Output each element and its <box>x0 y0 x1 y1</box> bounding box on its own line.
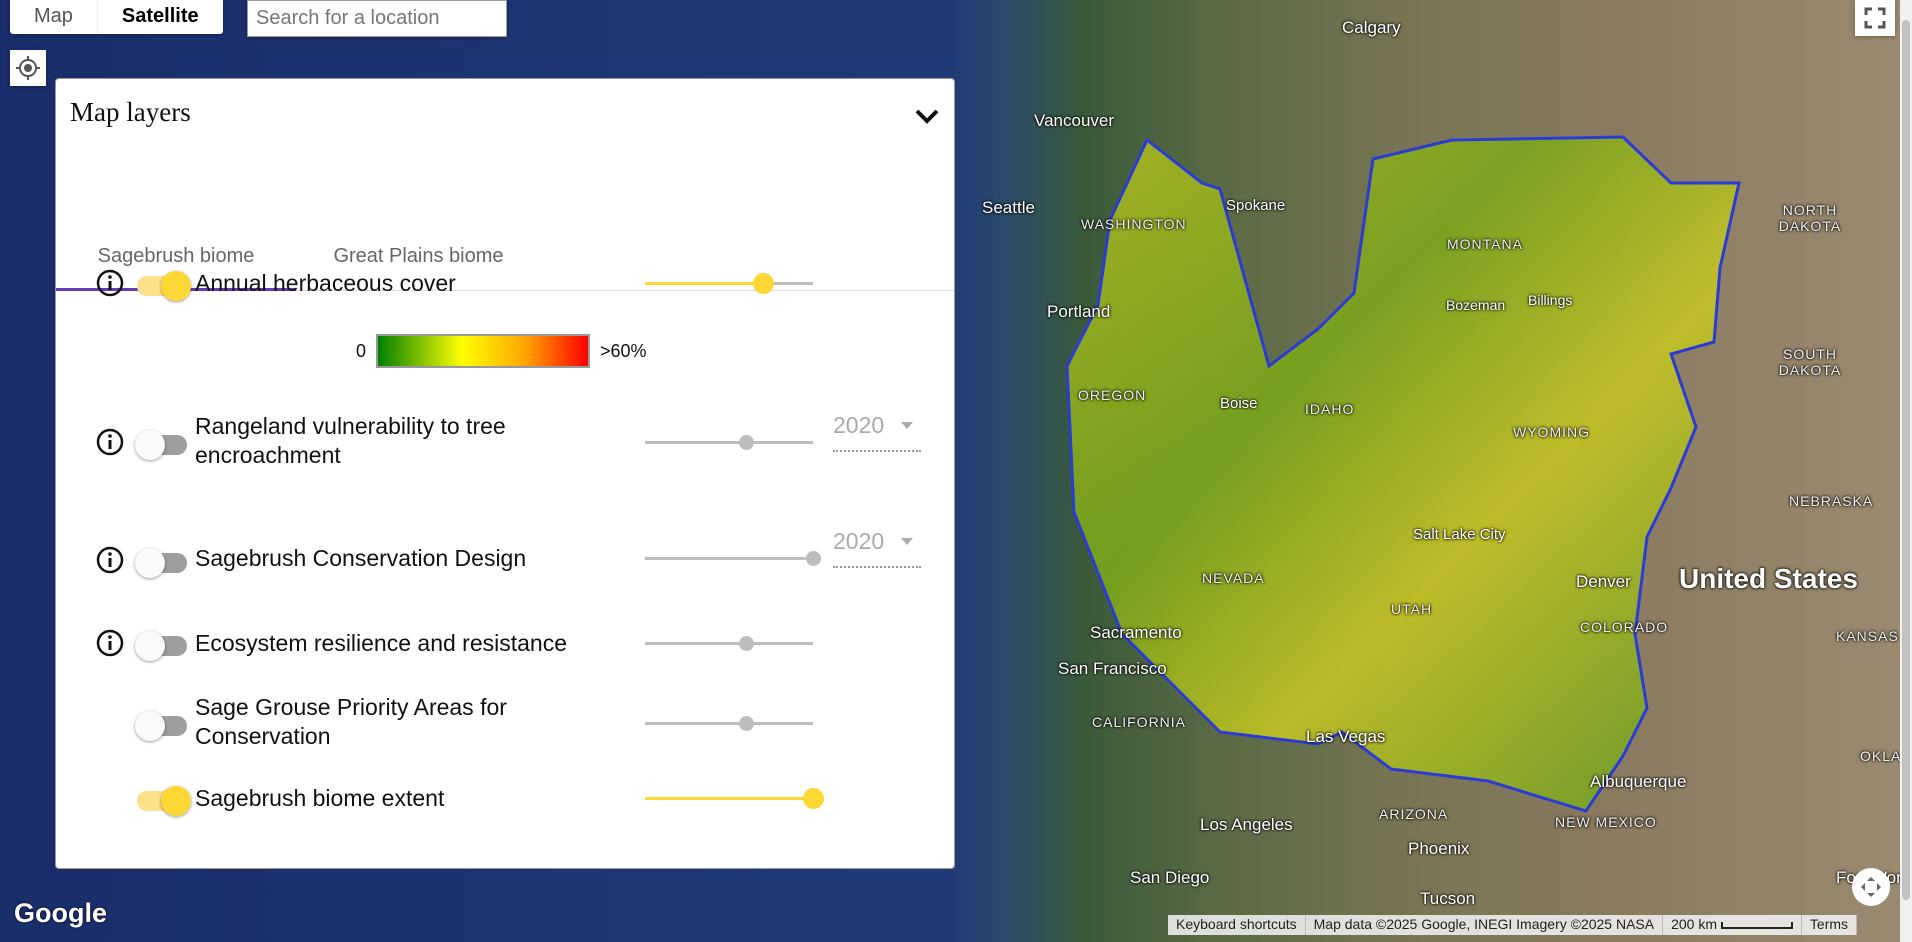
terms-link[interactable]: Terms <box>1801 915 1858 935</box>
year-dropdown[interactable]: 2020 <box>833 412 921 452</box>
move-arrows-icon <box>1861 877 1881 897</box>
legend-min: 0 <box>356 340 367 361</box>
herbaceous-cover-legend: 0 >60% <box>356 334 647 368</box>
city-label: San Diego <box>1130 868 1210 887</box>
state-label: NEBRASKA <box>1789 493 1874 509</box>
legend-gradient-bar <box>376 334 591 368</box>
my-location-button[interactable] <box>10 50 46 86</box>
opacity-slider[interactable] <box>645 273 813 294</box>
opacity-slider[interactable] <box>645 633 813 653</box>
city-label: Portland <box>1047 302 1111 321</box>
city-label: Seattle <box>982 198 1035 217</box>
scale-bar[interactable]: 200 km <box>1663 915 1802 935</box>
city-label: Bozeman <box>1446 297 1506 313</box>
map-data-attribution: Map data ©2025 Google, INEGI Imagery ©20… <box>1305 915 1664 935</box>
info-icon[interactable] <box>96 269 124 297</box>
info-icon[interactable] <box>96 428 124 456</box>
city-label: San Francisco <box>1058 659 1167 678</box>
state-label: WYOMING <box>1513 424 1590 440</box>
layer-toggle[interactable] <box>135 709 190 741</box>
city-label: Calgary <box>1342 18 1401 37</box>
map-type-control: Map Satellite <box>10 0 223 34</box>
state-label: SOUTH DAKOTA <box>1778 346 1842 378</box>
scale-label: 200 km <box>1671 916 1718 932</box>
city-label: Denver <box>1576 572 1631 591</box>
map-type-map-button[interactable]: Map <box>34 5 73 27</box>
scrollbar-thumb[interactable] <box>1902 20 1910 900</box>
city-label: Boise <box>1220 395 1258 412</box>
crosshair-icon <box>16 56 40 80</box>
location-search-input[interactable] <box>247 0 507 37</box>
state-label: NEW MEXICO <box>1555 814 1657 830</box>
city-label: Salt Lake City <box>1413 526 1506 543</box>
info-icon[interactable] <box>96 629 124 657</box>
google-logo: Google <box>14 898 107 928</box>
city-label: Los Angeles <box>1200 815 1293 834</box>
state-label: NORTH DAKOTA <box>1778 202 1842 234</box>
year-value: 2020 <box>833 528 885 554</box>
state-label: OREGON <box>1078 387 1147 403</box>
fullscreen-button[interactable] <box>1855 0 1895 36</box>
layer-toggle[interactable] <box>135 269 191 301</box>
scale-line <box>1720 921 1793 929</box>
camera-control-button[interactable] <box>1852 868 1890 906</box>
state-label: CALIFORNIA <box>1092 714 1187 730</box>
layer-label: Sage Grouse Priority Areas for Conservat… <box>195 694 507 749</box>
city-label: Albuquerque <box>1590 772 1687 791</box>
layer-toggle[interactable] <box>135 546 190 578</box>
fullscreen-icon <box>1864 7 1886 29</box>
state-label: OKLA <box>1860 748 1900 764</box>
opacity-slider[interactable] <box>645 548 821 568</box>
state-label: COLORADO <box>1580 619 1669 635</box>
map-type-satellite-button[interactable]: Satellite <box>96 0 223 34</box>
state-label: ARIZONA <box>1379 806 1449 822</box>
opacity-slider[interactable] <box>645 713 813 733</box>
year-dropdown[interactable]: 2020 <box>833 528 921 568</box>
state-label: NEVADA <box>1202 570 1265 586</box>
map-layers-panel: Map layers Sagebrush biome Great Plains … <box>55 78 955 869</box>
city-label: Sacramento <box>1090 623 1182 642</box>
chevron-down-icon[interactable] <box>912 101 942 131</box>
state-label: UTAH <box>1391 601 1433 617</box>
city-label: Las Vegas <box>1306 727 1386 746</box>
city-label: Phoenix <box>1408 839 1470 858</box>
layer-label: Annual herbaceous cover <box>195 270 456 296</box>
opacity-slider[interactable] <box>645 788 824 809</box>
layer-label: Sagebrush Conservation Design <box>195 545 527 571</box>
state-label: IDAHO <box>1305 401 1355 417</box>
city-label: Vancouver <box>1034 111 1115 130</box>
page-scrollbar[interactable] <box>1900 0 1912 942</box>
layer-toggle[interactable] <box>135 629 190 661</box>
state-label: WASHINGTON <box>1081 216 1187 232</box>
layer-label: Ecosystem resilience and resistance <box>195 630 567 656</box>
city-label: Tucson <box>1420 889 1476 908</box>
map-attribution-bar: Keyboard shortcuts Map data ©2025 Google… <box>1168 915 1858 935</box>
state-label: MONTANA <box>1447 236 1523 252</box>
tab-great-plains-biome[interactable]: Great Plains biome <box>333 245 504 267</box>
layer-toggle[interactable] <box>135 784 191 816</box>
dropdown-arrow-icon <box>901 422 913 435</box>
country-label: United States <box>1679 563 1858 594</box>
layer-label: Sagebrush biome extent <box>195 785 445 811</box>
keyboard-shortcuts-link[interactable]: Keyboard shortcuts <box>1168 915 1306 935</box>
legend-max: >60% <box>600 340 647 361</box>
layer-toggle[interactable] <box>135 428 190 460</box>
layer-label: Rangeland vulnerability to tree encroach… <box>195 413 506 468</box>
year-value: 2020 <box>833 412 885 438</box>
panel-title: Map layers <box>70 97 191 127</box>
info-icon[interactable] <box>96 546 124 574</box>
city-label: Billings <box>1528 292 1573 308</box>
state-label: KANSAS <box>1836 628 1899 644</box>
city-label: Spokane <box>1226 197 1286 214</box>
dropdown-arrow-icon <box>901 538 913 551</box>
opacity-slider[interactable] <box>645 432 813 452</box>
